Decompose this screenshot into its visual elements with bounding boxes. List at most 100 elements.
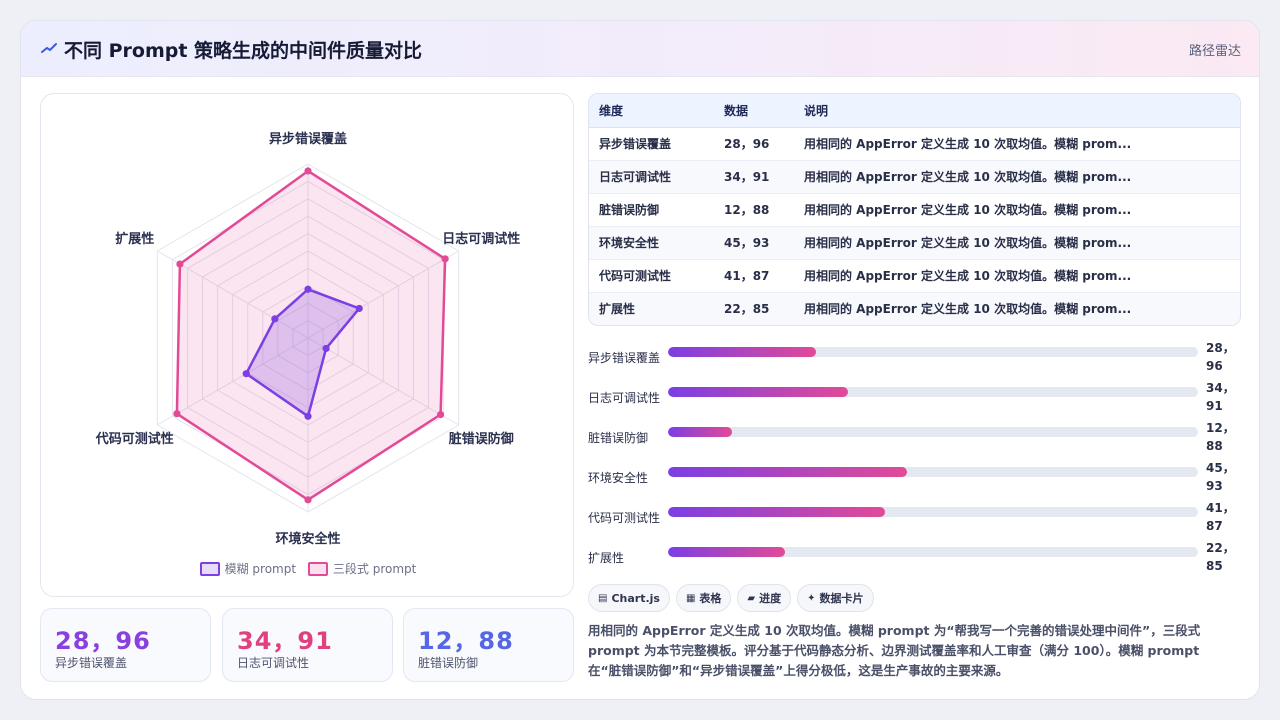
radar-spoke: [157, 337, 309, 426]
radar-point: [304, 496, 312, 504]
stat-value: 28，96: [55, 627, 151, 655]
table-icon: ▦: [685, 592, 696, 604]
radar-axis-label: 脏错误防御: [449, 431, 514, 447]
chip-label: Chart.js: [611, 591, 660, 605]
radar-point: [173, 410, 181, 418]
radar-chart-panel: 异步错误覆盖 日志可调试性 脏错误防御 环境安全性 代码可测试性 扩展性 模糊 promp…: [40, 93, 574, 597]
chart-legend: 模糊 prompt 三段式 prompt: [41, 560, 575, 579]
progress-fill: [668, 547, 785, 557]
progress-value: 28， 96: [1206, 339, 1236, 375]
chip-label: 表格: [699, 592, 722, 605]
progress-label: 环境安全性: [588, 471, 649, 485]
page-title: 不同 Prompt 策略生成的中间件质量对比: [64, 40, 423, 62]
table-cell: 用相同的 AppError 定义生成 10 次取均值。模糊 prom...: [794, 259, 1240, 293]
progress-track: [668, 387, 1198, 397]
progress-value-b: 91: [1206, 399, 1223, 413]
progress-value-b: 93: [1206, 479, 1223, 493]
progress-row: 日志可调试性 34， 91: [588, 379, 1241, 419]
table-cell: 代码可测试性: [589, 259, 714, 293]
progress-value-b: 96: [1206, 359, 1223, 373]
main-card: 不同 Prompt 策略生成的中间件质量对比 路径雷达 异步错误覆盖 日志可调试性…: [20, 20, 1260, 700]
progress-value-a: 34，: [1206, 381, 1235, 395]
radar-point: [271, 315, 279, 323]
progress-label: 异步错误覆盖: [588, 351, 661, 365]
table-cell: 用相同的 AppError 定义生成 10 次取均值。模糊 prom...: [794, 292, 1240, 325]
stat-card: 34，91 日志可调试性: [222, 608, 393, 682]
table-cell: 异步错误覆盖: [589, 127, 714, 161]
table-cell: 用相同的 AppError 定义生成 10 次取均值。模糊 prom...: [794, 226, 1240, 260]
header: 不同 Prompt 策略生成的中间件质量对比 路径雷达: [21, 21, 1259, 77]
legend-item-three-part[interactable]: 三段式 prompt: [307, 560, 417, 577]
radar-point: [176, 260, 184, 268]
progress-track: [668, 467, 1198, 477]
chip-data-card[interactable]: ✦ 数据卡片: [797, 584, 874, 612]
header-tag: 路径雷达: [1188, 44, 1241, 59]
progress-fill: [668, 467, 907, 477]
chip-label: 进度: [759, 592, 782, 605]
stat-value: 12，88: [418, 627, 514, 655]
progress-track: [668, 507, 1198, 517]
progress-label: 脏错误防御: [588, 431, 649, 445]
table-row: 环境安全性 45，93 用相同的 AppError 定义生成 10 次取均值。模…: [589, 226, 1240, 260]
description-text: 用相同的 AppError 定义生成 10 次取均值。模糊 prompt 为“帮…: [588, 623, 1201, 678]
progress-value: 34， 91: [1206, 379, 1236, 415]
progress-row: 扩展性 22， 85: [588, 539, 1241, 579]
table-header-dimension: 维度: [589, 94, 714, 128]
progress-fill: [668, 347, 817, 357]
table-row: 异步错误覆盖 28，96 用相同的 AppError 定义生成 10 次取均值。…: [589, 127, 1240, 161]
progress-value: 12， 88: [1206, 419, 1236, 455]
radar-spoke: [307, 337, 459, 426]
legend-label-fuzzy: 模糊 prompt: [224, 562, 297, 576]
table-cell: 用相同的 AppError 定义生成 10 次取均值。模糊 prom...: [794, 160, 1240, 194]
progress-value-a: 41，: [1206, 501, 1235, 515]
stat-label: 异步错误覆盖: [55, 656, 128, 670]
progress-label: 扩展性: [588, 551, 625, 565]
radar-point: [242, 370, 250, 378]
progress-row: 异步错误覆盖 28， 96: [588, 339, 1241, 379]
legend-swatch-fuzzy: [199, 561, 220, 576]
radar-axis-label: 异步错误覆盖: [269, 131, 347, 147]
table-row: 脏错误防御 12，88 用相同的 AppError 定义生成 10 次取均值。模…: [589, 193, 1240, 227]
chip-table[interactable]: ▦ 表格: [675, 584, 732, 612]
legend-item-fuzzy[interactable]: 模糊 prompt: [199, 560, 297, 577]
table-row: 扩展性 22，85 用相同的 AppError 定义生成 10 次取均值。模糊 …: [589, 292, 1240, 325]
progress-value-b: 85: [1206, 559, 1223, 573]
radar-point: [437, 410, 445, 419]
progress-value-a: 12，: [1206, 421, 1235, 435]
chip-progress[interactable]: ▰ 进度: [737, 584, 792, 612]
table-cell: 环境安全性: [589, 226, 714, 260]
table-header-note: 说明: [794, 94, 1240, 128]
table-cell: 45，93: [714, 226, 794, 260]
stat-label: 脏错误防御: [418, 656, 479, 670]
legend-swatch-three-part: [307, 561, 328, 576]
table-cell: 脏错误防御: [589, 193, 714, 227]
stat-value: 34，91: [237, 627, 333, 655]
radar-axis-label: 环境安全性: [275, 531, 340, 547]
table-cell: 扩展性: [589, 292, 714, 325]
chip-chartjs[interactable]: ▤ Chart.js: [588, 584, 670, 612]
radar-spoke: [307, 250, 459, 339]
radar-point: [304, 285, 312, 293]
table-cell: 日志可调试性: [589, 160, 714, 194]
progress-fill: [668, 507, 886, 517]
table-header-row: 维度 数据 说明: [589, 94, 1240, 128]
table-header-data: 数据: [714, 94, 794, 128]
spark-line-icon: [41, 43, 57, 53]
table-cell: 12，88: [714, 193, 794, 227]
radar-axis-label: 日志可调试性: [442, 231, 520, 247]
feature-chips: ▤ Chart.js ▦ 表格 ▰ 进度 ✦ 数据卡片: [588, 584, 880, 612]
radar-point: [355, 304, 363, 313]
stat-card: 28，96 异步错误覆盖: [40, 608, 211, 682]
progress-value-a: 28，: [1206, 341, 1235, 355]
chip-label: 数据卡片: [819, 592, 864, 605]
progress-fill: [668, 387, 849, 397]
data-table: 维度 数据 说明 异步错误覆盖 28，96 用相同的 AppError 定义生成…: [588, 93, 1241, 326]
legend-label-three-part: 三段式 prompt: [332, 562, 417, 576]
progress-value: 41， 87: [1206, 499, 1236, 535]
table-row: 日志可调试性 34，91 用相同的 AppError 定义生成 10 次取均值。…: [589, 160, 1240, 194]
progress-label: 日志可调试性: [588, 391, 661, 405]
progress-value-a: 45，: [1206, 461, 1235, 475]
progress-value: 22， 85: [1206, 539, 1236, 575]
table-cell: 34，91: [714, 160, 794, 194]
